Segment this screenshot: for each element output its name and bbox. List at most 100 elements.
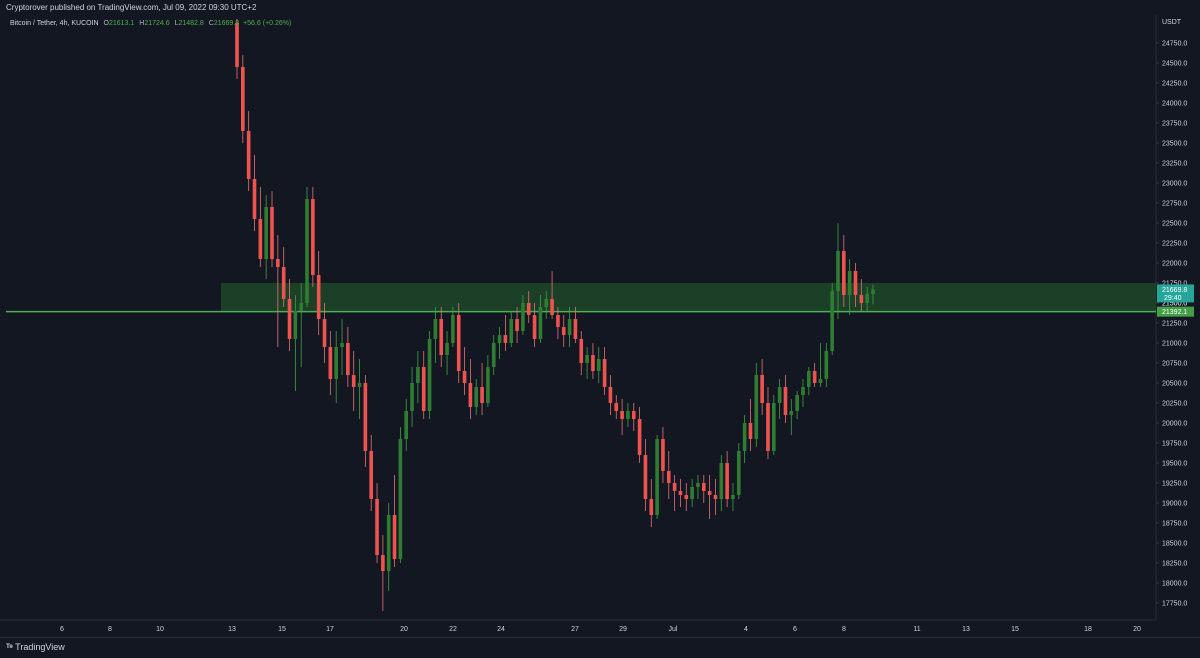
candle-body [456,315,461,371]
candle-body [526,303,531,315]
price-tick-label: 18000.0 [1162,581,1187,588]
candle-body [771,403,776,451]
candle-body [503,335,508,343]
high-label: H [139,20,145,27]
candle-body [515,319,519,331]
tradingview-brand[interactable]: ᵀ⁹ TradingView [6,642,65,652]
low-value: 21482.8 [178,20,204,27]
candle-body [462,371,467,383]
candle-body [521,303,525,331]
candle-body [847,271,852,295]
candle-body [410,383,414,411]
candle-body [591,355,595,371]
level-price-label: 21392.1 [1162,309,1187,316]
candle-body [760,375,764,403]
candle-body [433,319,438,339]
level-price-box [1157,306,1194,317]
time-tick-label: 20 [1133,626,1141,633]
candle-body [824,351,829,379]
candle-body [812,371,817,383]
candle-body [713,495,718,499]
candle-body [736,451,741,495]
time-tick-label: 29 [619,626,627,633]
candle-body [842,251,846,295]
time-tick-label: 15 [1011,626,1019,633]
candle-body [836,251,840,291]
candle-body [666,471,671,483]
candle-body [626,411,630,419]
candle-body [579,339,584,363]
candle-body [305,199,309,303]
candle-body [369,451,374,499]
candle-body [865,293,869,303]
candle-body [608,387,613,403]
candle-body [532,315,537,339]
price-tick-label: 19500.0 [1162,461,1187,468]
price-tick-label: 17750.0 [1162,601,1187,608]
time-tick-label: 13 [962,626,970,633]
candle-body [241,67,245,131]
candle-body [696,483,700,487]
candle-body [299,303,303,311]
time-tick-label: 8 [842,626,846,633]
candle-body [777,387,782,403]
candle-body [783,387,788,415]
candle-body [807,371,811,387]
candle-body [264,207,268,259]
price-tick-label: 20500.0 [1162,381,1187,388]
candle-body [287,299,292,339]
footer-bar: ᵀ⁹ TradingView [0,637,1200,658]
open-label: O [103,20,109,27]
price-tick-label: 23250.0 [1162,161,1187,168]
candle-body [357,383,362,387]
candle-body [474,387,479,407]
candle-body [491,343,496,367]
bar-countdown-label: 29:40 [1164,295,1182,302]
candle-body [258,219,263,259]
low-label: L [174,20,179,27]
time-tick-label: 22 [449,626,457,633]
candle-body [509,319,514,343]
candle-body [381,555,385,571]
candle-body [445,343,449,355]
time-tick-label: 15 [278,626,286,633]
candle-body [451,315,455,343]
price-tick-label: 18500.0 [1162,541,1187,548]
candle-body [421,367,426,411]
candle-body [276,259,280,267]
candle-body [556,315,560,327]
price-tick-label: 19000.0 [1162,501,1187,508]
price-tick-label: 21500.0 [1162,301,1187,308]
time-tick-label: 13 [228,626,236,633]
time-tick-label: 6 [793,626,797,633]
candle-body [404,411,409,439]
candle-body [246,131,251,179]
candle-body [311,199,315,275]
candle-body [620,411,624,419]
candle-body [538,307,543,339]
last-price-label: 21669.8 [1162,287,1187,294]
candle-body [550,299,554,315]
symbol-name[interactable]: Bitcoin / Tether, 4h, KUCOIN [10,20,99,27]
price-tick-label: 21000.0 [1162,341,1187,348]
candle-body [322,319,327,347]
candle-body [375,499,379,555]
candle-body [649,499,654,515]
price-tick-label-behind: 21500.0 [1162,301,1187,308]
candle-body [684,495,689,499]
price-tick-label: 24000.0 [1162,101,1187,108]
support-zone [221,283,1156,312]
candle-body [871,289,875,294]
candle-body [480,387,484,403]
price-tick-label: 19250.0 [1162,481,1187,488]
change-value: +56.6 (+0.26%) [243,20,292,27]
candle-body [614,403,619,411]
candle-body [748,423,753,439]
price-tick-label: 24750.0 [1162,41,1187,48]
candle-body [334,347,339,379]
candle-body [672,483,677,491]
candle-body [351,375,356,387]
candle-body [392,515,397,559]
price-tick-label: 19750.0 [1162,441,1187,448]
